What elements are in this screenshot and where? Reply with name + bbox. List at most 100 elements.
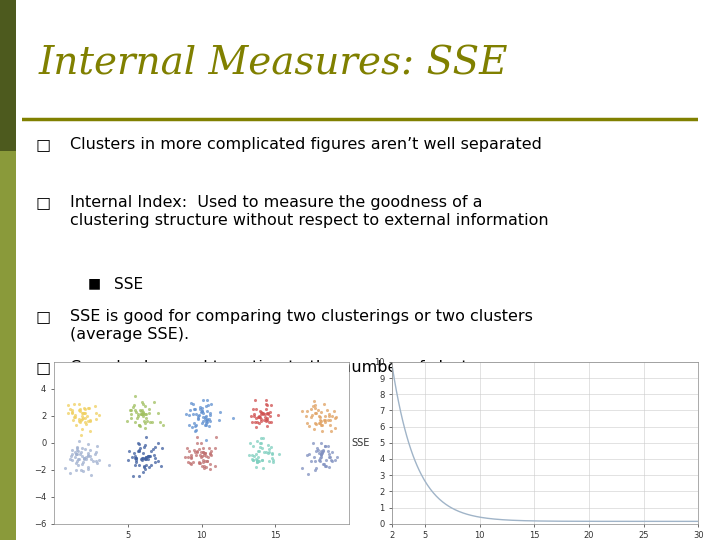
Point [192, 414, 204, 423]
Point [71, 456, 83, 465]
Point [84, 426, 96, 435]
Point [200, 419, 212, 428]
Point [80, 455, 91, 464]
Point [73, 415, 85, 424]
Point [196, 438, 207, 447]
Point [266, 417, 277, 426]
Point [181, 444, 192, 453]
Point [130, 408, 142, 416]
Text: ■: ■ [88, 276, 101, 291]
Point [122, 456, 134, 464]
Point [315, 417, 326, 426]
Point [197, 407, 208, 415]
Point [318, 400, 330, 408]
Point [323, 463, 335, 471]
Point [139, 462, 150, 471]
Point [310, 466, 321, 475]
Point [66, 408, 77, 416]
Point [121, 417, 132, 426]
Point [204, 460, 215, 469]
Point [190, 450, 202, 459]
Point [195, 452, 207, 461]
Point [260, 404, 271, 413]
Point [303, 449, 315, 458]
Point [201, 462, 212, 471]
Text: SSE is good for comparing two clusterings or two clusters
(average SSE).: SSE is good for comparing two clustering… [71, 309, 534, 342]
Point [71, 449, 82, 458]
Point [305, 412, 316, 421]
Point [149, 457, 161, 466]
Point [263, 448, 274, 457]
Point [256, 456, 268, 465]
Point [84, 416, 96, 425]
Point [78, 454, 90, 462]
Point [135, 455, 147, 463]
Point [319, 412, 330, 421]
Point [313, 412, 325, 421]
Point [261, 400, 272, 409]
Point [91, 458, 103, 467]
Text: □: □ [35, 309, 50, 324]
Point [185, 454, 197, 462]
Point [130, 458, 142, 467]
Point [189, 422, 201, 431]
Point [253, 419, 265, 428]
Point [134, 406, 145, 414]
Point [204, 422, 215, 431]
Point [196, 462, 207, 470]
Point [314, 457, 325, 466]
Point [253, 456, 265, 465]
Point [132, 412, 144, 421]
Point [90, 401, 102, 410]
Point [71, 420, 82, 429]
Point [82, 451, 94, 460]
Point [197, 447, 209, 456]
Point [78, 454, 90, 463]
Point [318, 460, 330, 468]
Point [317, 446, 328, 454]
Point [70, 450, 81, 458]
Point [199, 415, 210, 424]
Point [312, 446, 324, 454]
Point [194, 459, 206, 468]
Point [251, 462, 262, 471]
Point [309, 418, 320, 427]
Point [196, 452, 207, 461]
Text: SSE: SSE [114, 276, 143, 292]
Point [73, 446, 84, 455]
Point [315, 415, 326, 424]
Point [261, 415, 273, 424]
Point [302, 419, 313, 428]
Point [127, 452, 138, 461]
Point [130, 406, 141, 414]
Point [302, 451, 313, 460]
Point [74, 418, 86, 427]
Point [90, 456, 102, 465]
Point [157, 420, 168, 429]
Point [310, 420, 322, 428]
Point [130, 392, 141, 400]
Point [247, 450, 258, 459]
Point [82, 463, 94, 471]
Point [313, 449, 325, 457]
Point [227, 413, 238, 422]
Point [187, 410, 199, 418]
Point [65, 455, 76, 463]
Point [307, 438, 319, 447]
Point [83, 403, 94, 412]
Point [130, 454, 141, 463]
Point [325, 456, 337, 465]
Point [204, 447, 216, 455]
Point [143, 408, 155, 417]
Point [328, 407, 340, 416]
Point [138, 448, 149, 457]
Point [197, 407, 208, 416]
Point [90, 409, 102, 417]
Point [140, 453, 152, 462]
Point [91, 414, 102, 423]
Point [129, 449, 140, 457]
Point [87, 457, 99, 465]
Point [148, 397, 160, 406]
Point [323, 410, 335, 418]
Point [251, 458, 263, 467]
